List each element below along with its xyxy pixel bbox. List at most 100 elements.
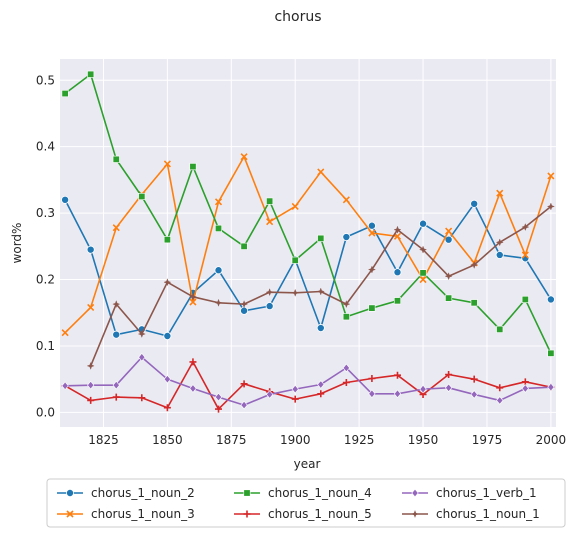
- data-point: [138, 394, 146, 402]
- data-point: [316, 287, 325, 296]
- legend-marker: [66, 510, 74, 518]
- data-point: [291, 288, 300, 297]
- series-line: [64, 199, 552, 337]
- data-point: [240, 300, 249, 309]
- data-point: [393, 371, 401, 379]
- data-point: [547, 382, 555, 392]
- legend: chorus_1_noun_2 chorus_1_noun_3 chorus_1_n…: [46, 478, 566, 528]
- data-point: [112, 393, 120, 401]
- legend-item: chorus_1_verb_1: [402, 486, 537, 500]
- data-point: [189, 358, 197, 366]
- data-point: [266, 197, 274, 205]
- legend-item: chorus_1_noun_1: [402, 507, 540, 521]
- x-tick-label: 1875: [216, 433, 247, 447]
- data-point: [444, 272, 453, 281]
- data-point: [419, 269, 427, 277]
- data-point: [547, 349, 555, 357]
- data-point: [215, 224, 223, 232]
- chart-title: chorus: [274, 9, 321, 25]
- data-point: [163, 331, 172, 340]
- data-point: [138, 193, 146, 201]
- data-point: [188, 292, 197, 301]
- legend-label: chorus_1_noun_3: [91, 507, 195, 521]
- data-point: [214, 266, 223, 275]
- data-point: [214, 392, 223, 402]
- data-point: [265, 302, 274, 311]
- data-point: [470, 260, 479, 269]
- data-point: [137, 330, 146, 338]
- legend-marker: [66, 488, 75, 497]
- data-point: [368, 229, 376, 237]
- data-point: [393, 225, 402, 234]
- data-point: [61, 381, 69, 391]
- data-point: [214, 198, 223, 206]
- data-point: [521, 378, 529, 386]
- data-point: [266, 390, 274, 399]
- data-point: [112, 224, 120, 232]
- x-tick-label: 2000: [536, 433, 567, 447]
- data-point: [291, 202, 299, 211]
- series-chorus_1_noun_1: [86, 202, 555, 370]
- data-point: [112, 380, 120, 390]
- data-point: [240, 306, 249, 315]
- data-point: [342, 233, 351, 242]
- legend-marker: [411, 510, 419, 518]
- y-tick-label: 0.4: [36, 140, 55, 154]
- y-tick-label: 0.2: [36, 273, 55, 287]
- y-axis-label: word%: [10, 223, 24, 264]
- data-point: [87, 70, 95, 78]
- data-point: [368, 375, 376, 383]
- series-chorus_1_noun_4: [61, 70, 555, 357]
- y-tick-label: 0.3: [36, 206, 55, 220]
- data-point: [86, 245, 95, 254]
- data-point: [112, 300, 121, 309]
- legend-marker: [411, 488, 419, 498]
- data-point: [367, 265, 376, 274]
- data-point: [214, 298, 223, 307]
- data-point: [61, 329, 69, 337]
- data-point: [445, 371, 453, 379]
- data-point: [444, 235, 453, 244]
- plot-area: [60, 59, 556, 427]
- data-point: [163, 160, 171, 168]
- data-point: [470, 375, 478, 383]
- x-tick-label: 1975: [472, 433, 503, 447]
- x-tick-label: 1950: [408, 433, 439, 447]
- data-point: [138, 352, 146, 362]
- data-point: [419, 245, 428, 254]
- data-point: [546, 202, 555, 211]
- data-point: [470, 199, 479, 208]
- legend-item: chorus_1_noun_5: [234, 507, 372, 521]
- data-point: [87, 380, 95, 390]
- data-point: [496, 396, 504, 405]
- data-point: [291, 395, 299, 403]
- data-point: [393, 268, 402, 277]
- data-point: [342, 300, 351, 309]
- data-point: [445, 294, 453, 302]
- legend-item: chorus_1_noun_2: [57, 486, 195, 500]
- data-point: [316, 324, 325, 333]
- legend-marker: [243, 510, 251, 518]
- data-point: [521, 295, 529, 303]
- legend-label: chorus_1_noun_4: [268, 486, 372, 500]
- legend-box: [46, 478, 566, 528]
- data-point: [419, 219, 428, 228]
- data-point: [368, 304, 376, 312]
- y-tick-label: 0.5: [36, 73, 55, 87]
- y-axis-ticks: 0.0 0.1 0.2 0.3 0.4 0.5: [36, 73, 55, 419]
- series-layer: [61, 70, 555, 413]
- data-point: [189, 298, 197, 306]
- data-point: [189, 163, 197, 171]
- data-point: [317, 168, 325, 176]
- series-chorus_1_verb_1: [61, 352, 555, 410]
- y-tick-label: 0.0: [36, 405, 55, 419]
- data-point: [496, 189, 504, 197]
- data-point: [163, 374, 171, 384]
- data-point: [496, 325, 504, 333]
- legend-label: chorus_1_noun_1: [436, 507, 540, 521]
- grid-lines: [60, 59, 556, 427]
- data-point: [419, 275, 427, 284]
- data-point: [547, 172, 555, 180]
- data-point: [317, 390, 325, 398]
- data-point: [163, 236, 171, 244]
